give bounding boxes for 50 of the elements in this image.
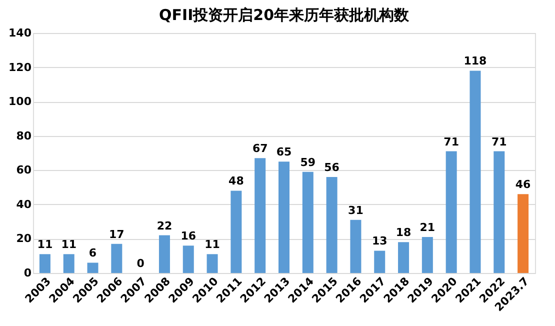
data-label: 17	[109, 228, 124, 241]
bar	[87, 262, 98, 273]
data-label: 59	[300, 156, 316, 169]
bar	[398, 242, 410, 273]
y-tick-label: 0	[24, 266, 32, 280]
data-label: 65	[276, 146, 292, 159]
bar	[470, 70, 481, 273]
y-tick-label: 140	[8, 26, 32, 40]
data-label: 11	[37, 238, 53, 252]
data-label: 46	[515, 178, 532, 192]
data-label: 48	[228, 174, 244, 188]
bar	[63, 254, 74, 273]
y-tick-label: 100	[8, 95, 32, 108]
data-label: 67	[252, 142, 268, 156]
bar	[446, 151, 457, 273]
bar	[254, 158, 266, 273]
data-label: 0	[136, 257, 145, 270]
data-label: 18	[396, 226, 412, 240]
bar	[230, 190, 242, 273]
bar	[518, 194, 529, 273]
y-tick-label: 60	[16, 164, 32, 177]
bar	[39, 254, 50, 273]
bar	[374, 250, 386, 273]
data-label: 56	[324, 161, 340, 174]
data-label: 6	[88, 246, 97, 260]
data-label: 16	[180, 230, 196, 243]
data-label: 11	[61, 238, 77, 252]
bar	[158, 235, 170, 273]
data-label: 22	[156, 219, 172, 232]
bar	[350, 220, 362, 273]
y-tick-label: 40	[16, 198, 32, 211]
data-label: 71	[491, 135, 507, 148]
bar	[422, 237, 433, 273]
bar	[326, 177, 338, 273]
y-tick-label: 20	[16, 232, 32, 246]
bar	[206, 254, 218, 273]
data-label: 21	[420, 221, 436, 234]
y-tick-label: 80	[16, 129, 32, 142]
data-label: 11	[204, 238, 220, 252]
y-tick-label: 120	[8, 60, 32, 74]
bar	[494, 151, 505, 273]
data-label: 71	[444, 135, 459, 148]
bar	[111, 244, 122, 273]
bar	[182, 246, 194, 273]
data-label: 13	[372, 234, 388, 248]
data-label: 118	[464, 54, 487, 68]
data-label: 31	[348, 204, 364, 217]
chart-title: QFII投资开启20年来历年获批机构数	[158, 6, 410, 24]
bar	[302, 172, 314, 273]
bar	[278, 162, 290, 273]
